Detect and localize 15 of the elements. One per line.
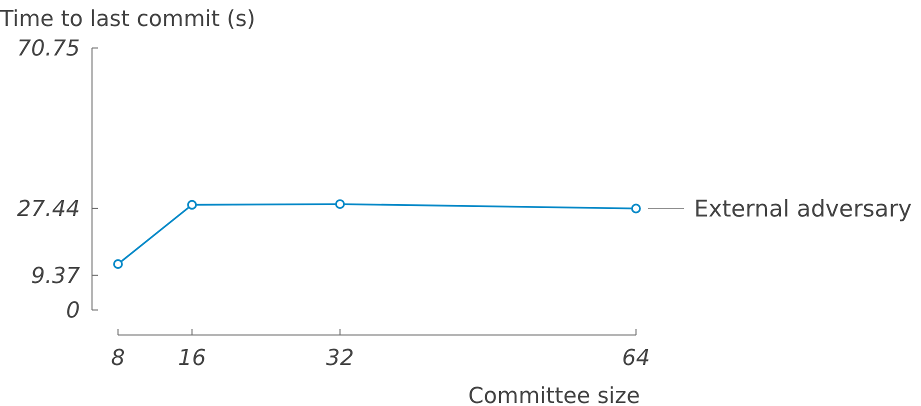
y-tick-label: 70.75 <box>17 36 80 62</box>
y-axis-title: Time to last commit (s) <box>0 7 256 32</box>
x-tick-label: 64 <box>622 346 650 371</box>
y-tick-label: 27.44 <box>17 197 80 222</box>
y-tick-label: 0 <box>66 298 80 324</box>
x-tick-label: 8 <box>111 346 125 371</box>
point <box>335 199 345 209</box>
text: External adversary <box>694 196 912 223</box>
point <box>187 200 197 210</box>
y-tick-label: 9.37 <box>31 264 80 289</box>
point <box>631 204 641 214</box>
x-tick-label: 16 <box>178 346 206 371</box>
x-tick-label: 32 <box>326 346 354 371</box>
x-axis-title: Committee size <box>468 384 640 406</box>
point <box>113 259 123 269</box>
